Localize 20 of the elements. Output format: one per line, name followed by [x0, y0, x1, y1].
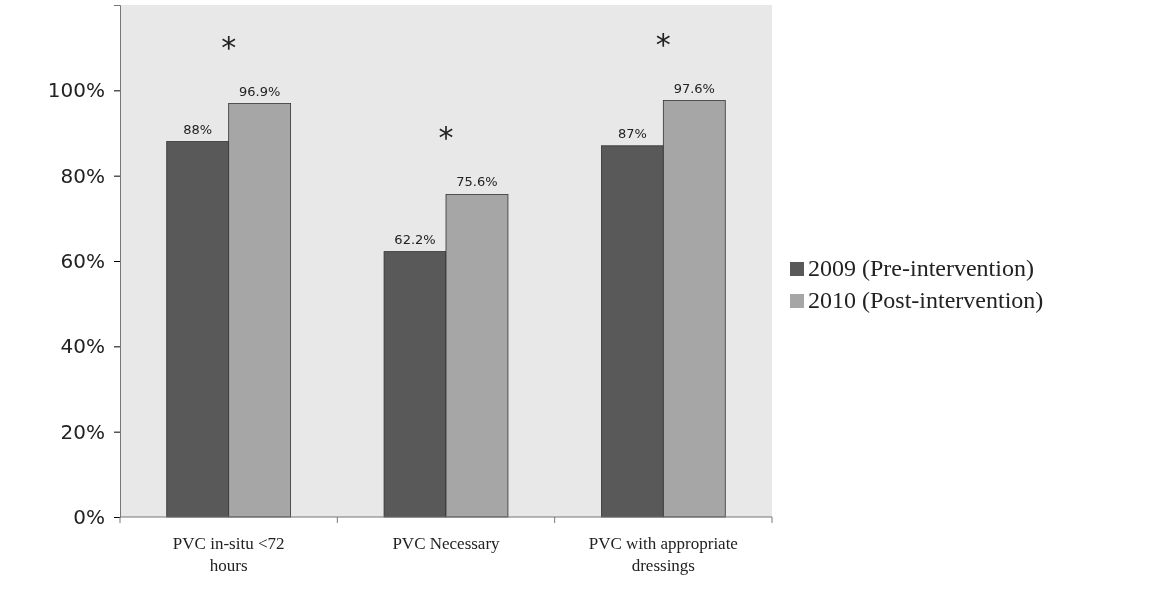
- x-tick-label: PVC with appropriate dressings: [588, 534, 738, 575]
- y-tick-label: 20%: [60, 419, 105, 444]
- data-label: 96.9%: [238, 83, 281, 99]
- y-tick-label: 40%: [60, 334, 105, 359]
- data-label: 75.6%: [456, 174, 498, 190]
- legend-label: 2010 (Post-intervention): [808, 287, 1044, 313]
- annotation: *: [221, 29, 237, 65]
- y-tick-label: 80%: [60, 163, 105, 188]
- data-label: 88%: [183, 121, 213, 137]
- data-label: 62.2%: [394, 231, 436, 247]
- annotation: *: [655, 26, 671, 62]
- y-tick-label: 60%: [60, 248, 105, 273]
- legend-label: 2009 (Pre-intervention): [808, 255, 1034, 281]
- y-tick-label: 100%: [47, 78, 105, 103]
- annotation: *: [438, 120, 454, 156]
- x-tick-label: PVC in-situ <72 hours: [172, 534, 285, 575]
- y-tick-label: 0%: [73, 504, 105, 529]
- x-tick-label: PVC Necessary: [392, 534, 501, 553]
- data-label: 97.6%: [673, 80, 715, 96]
- data-label: 87%: [617, 125, 647, 141]
